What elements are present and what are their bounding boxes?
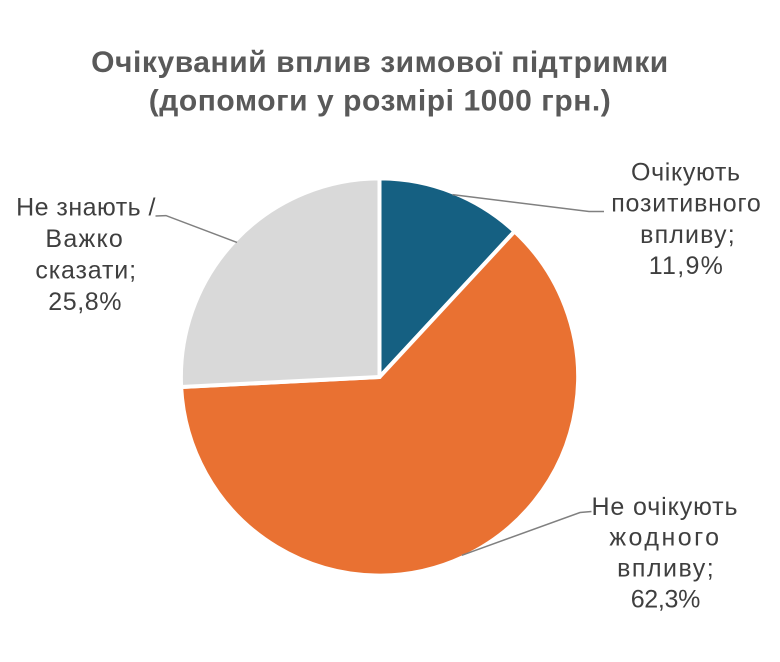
svg-text:Очікують: Очікують (631, 159, 740, 187)
svg-text:Не знають /: Не знають / (16, 193, 155, 221)
svg-text:впливу;: впливу; (617, 555, 714, 583)
svg-text:Очікуваний вплив зимової підтр: Очікуваний вплив зимової підтримки (91, 46, 669, 79)
svg-text:11,9%: 11,9% (649, 252, 723, 280)
svg-text:25,8%: 25,8% (48, 288, 121, 316)
svg-text:сказати;: сказати; (35, 256, 136, 284)
svg-text:Не очікують: Не очікують (592, 493, 738, 521)
svg-text:позитивного: позитивного (611, 190, 761, 218)
svg-text:впливу;: впливу; (640, 221, 735, 249)
svg-text:(допомоги у розмірі 1000 грн.): (допомоги у розмірі 1000 грн.) (149, 85, 612, 118)
svg-text:жодного: жодного (609, 523, 719, 551)
svg-text:62,3%: 62,3% (631, 586, 701, 614)
svg-text:Важко: Важко (45, 225, 122, 253)
